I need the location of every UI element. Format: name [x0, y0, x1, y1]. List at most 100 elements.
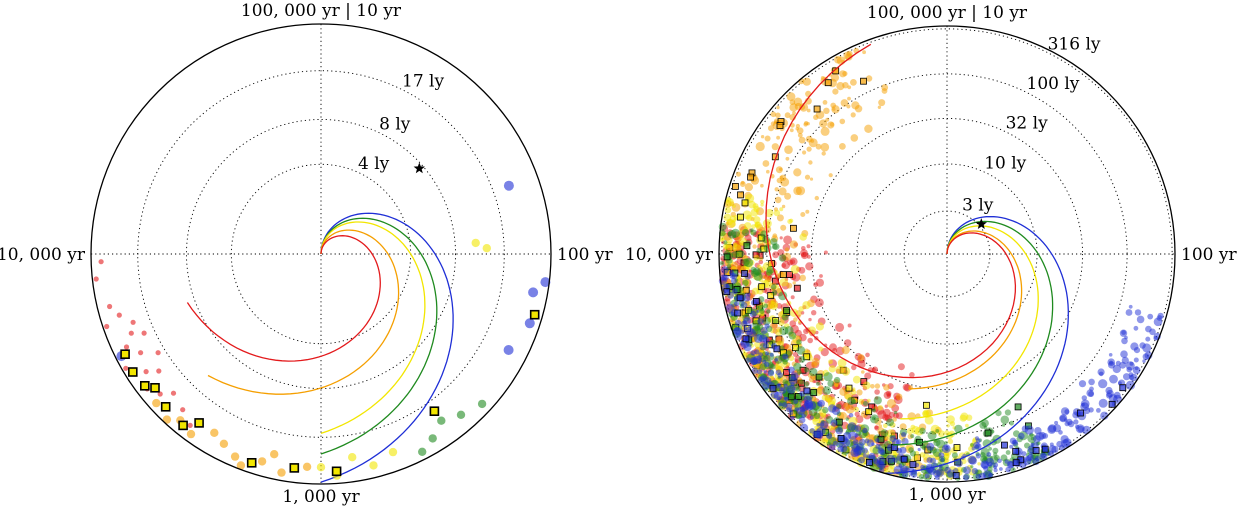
- orange-cloud-point: [839, 70, 847, 78]
- yellow-cloud-point: [866, 398, 871, 403]
- green-cloud-point: [796, 339, 802, 345]
- square-marker: [1014, 403, 1022, 411]
- orange-cloud-point: [823, 107, 830, 115]
- red-cloud-point: [791, 272, 801, 282]
- blue-cloud-point: [935, 468, 945, 477]
- green-cloud-point: [982, 439, 992, 448]
- square-marker: [758, 283, 766, 291]
- blue-cloud-point: [999, 467, 1003, 471]
- right-angular-label-left: 10, 000 yr: [625, 245, 714, 265]
- red-data-point: [98, 259, 104, 265]
- red-data-point: [187, 422, 193, 428]
- yellow-square-marker: [120, 349, 130, 360]
- red-data-point: [157, 391, 163, 397]
- left-radial-tick-1: 8 ly: [379, 115, 411, 135]
- orange-cloud-point: [831, 105, 840, 114]
- green-cloud-point: [726, 264, 732, 269]
- orange-cloud-point: [877, 105, 882, 110]
- red-data-point: [155, 350, 161, 356]
- orange-cloud-point: [774, 196, 782, 204]
- red-cloud-point: [798, 266, 806, 274]
- blue-cloud-point: [854, 425, 862, 432]
- red-cloud-point: [807, 337, 813, 344]
- right-angular-label-bottom: 1, 000 yr: [908, 485, 986, 505]
- orange-cloud-point: [789, 99, 796, 105]
- yellow-cloud-point: [754, 341, 761, 348]
- blue-cloud-point: [892, 457, 898, 463]
- square-marker: [984, 429, 992, 437]
- square-marker: [1108, 400, 1116, 408]
- green-cloud-point: [782, 359, 788, 365]
- yellow-cloud-point: [815, 322, 825, 331]
- green-cloud-point: [970, 443, 974, 447]
- yellow-cloud-point: [724, 206, 732, 214]
- green-cloud-point: [723, 240, 728, 245]
- red-data-point: [130, 319, 136, 325]
- blue-cloud-point: [1083, 407, 1091, 415]
- green-cloud-point: [970, 465, 974, 469]
- blue-cloud-point: [943, 445, 949, 451]
- red-cloud-point: [877, 410, 887, 419]
- blue-cloud-point: [886, 454, 895, 464]
- orange-cloud-point: [805, 135, 813, 143]
- orange-curve: [207, 229, 400, 395]
- blue-cloud-point: [1098, 398, 1108, 408]
- yellow-cloud-point: [798, 306, 804, 312]
- green-cloud-point: [762, 316, 771, 326]
- orange-cloud-point: [854, 105, 863, 113]
- green-cloud-point: [766, 309, 771, 314]
- square-marker: [743, 242, 751, 250]
- yellow-cloud-point: [835, 365, 845, 375]
- green-cloud-point: [823, 372, 833, 382]
- red-cloud-point: [805, 262, 814, 271]
- orange-cloud-point: [795, 123, 801, 129]
- blue-cloud-point: [1056, 440, 1063, 448]
- yellow-cloud-point: [937, 430, 945, 438]
- green-cloud-point: [1005, 450, 1011, 455]
- red-cloud-point: [806, 244, 811, 249]
- blue-cloud-point: [794, 407, 800, 412]
- blue-cloud-point: [735, 319, 742, 326]
- yellow-cloud-point: [853, 406, 859, 412]
- orange-cloud-point: [764, 135, 771, 142]
- green-cloud-point: [742, 258, 750, 267]
- yellow-cloud-point: [732, 219, 736, 223]
- orange-cloud-point: [806, 146, 812, 152]
- yellow-cloud-point: [765, 208, 774, 218]
- yellow-cloud-point: [789, 218, 794, 223]
- grid-ring: [856, 163, 1038, 345]
- red-cloud-point: [794, 329, 802, 337]
- square-marker: [732, 182, 739, 190]
- orange-cloud-point: [786, 282, 793, 289]
- orange-cloud-point: [878, 99, 886, 107]
- orange-cloud-point: [752, 244, 757, 249]
- blue-cloud-point: [1009, 444, 1014, 449]
- green-cloud-point: [1002, 423, 1006, 427]
- blue-cloud-point: [788, 366, 795, 374]
- green-cloud-point: [803, 381, 810, 387]
- yellow-square-marker: [194, 418, 204, 428]
- blue-cloud-point: [840, 445, 848, 453]
- orange-cloud-point: [797, 132, 803, 138]
- blue-cloud-point: [778, 402, 783, 407]
- green-curve: [892, 220, 1054, 446]
- orange-data-point: [277, 468, 286, 477]
- blue-cloud-point: [743, 317, 751, 325]
- blue-cloud-point: [971, 467, 978, 475]
- red-cloud-point: [888, 411, 896, 418]
- blue-data-point: [528, 287, 539, 298]
- blue-cloud-point: [852, 439, 859, 446]
- blue-cloud-point: [762, 342, 769, 349]
- left-polar-chart: 100, 000 yr | 10 yr 100 yr 1, 000 yr 10,…: [0, 1, 613, 507]
- orange-cloud-point: [760, 135, 765, 139]
- blue-cloud-point: [826, 433, 833, 440]
- red-data-point: [93, 276, 99, 282]
- yellow-cloud-point: [924, 415, 934, 425]
- red-cloud-point: [801, 246, 806, 251]
- green-cloud-point: [731, 251, 739, 259]
- green-cloud-point: [827, 380, 835, 387]
- blue-cloud-point: [1136, 315, 1145, 324]
- orange-cloud-point: [827, 121, 835, 129]
- blue-cloud-point: [1096, 408, 1101, 413]
- orange-cloud-point: [776, 105, 780, 110]
